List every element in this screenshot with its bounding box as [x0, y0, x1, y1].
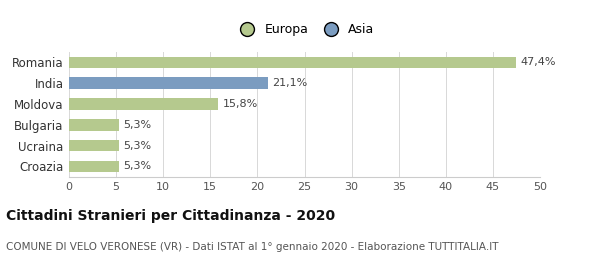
Bar [69, 161, 119, 172]
Text: 5,3%: 5,3% [124, 141, 152, 151]
Text: 15,8%: 15,8% [223, 99, 258, 109]
Text: 47,4%: 47,4% [520, 57, 556, 67]
Bar [69, 98, 218, 110]
Text: 21,1%: 21,1% [272, 78, 308, 88]
Text: 5,3%: 5,3% [124, 120, 152, 130]
Legend: Europa, Asia: Europa, Asia [235, 23, 374, 36]
Text: COMUNE DI VELO VERONESE (VR) - Dati ISTAT al 1° gennaio 2020 - Elaborazione TUTT: COMUNE DI VELO VERONESE (VR) - Dati ISTA… [6, 242, 499, 252]
Bar [69, 140, 119, 151]
Bar [69, 77, 268, 89]
Bar [69, 119, 119, 131]
Bar [69, 57, 515, 68]
Text: 5,3%: 5,3% [124, 161, 152, 171]
Text: Cittadini Stranieri per Cittadinanza - 2020: Cittadini Stranieri per Cittadinanza - 2… [6, 209, 335, 223]
